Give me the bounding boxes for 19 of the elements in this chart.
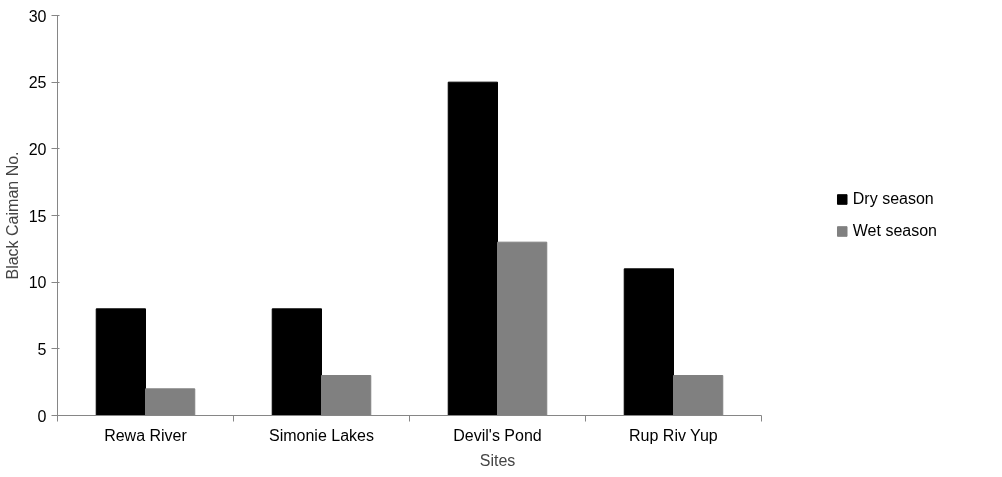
x-tick-label: Simonie Lakes — [269, 426, 374, 444]
y-tick-label: 0 — [37, 407, 47, 425]
y-tick-label: 25 — [28, 74, 47, 92]
y-tick-label: 10 — [28, 274, 47, 292]
y-tick-label: 20 — [28, 140, 47, 158]
y-tick-label: 15 — [28, 207, 47, 225]
y-tick-label: 5 — [37, 340, 47, 358]
x-tick-label: Rup Riv Yup — [629, 426, 718, 444]
bar — [95, 308, 146, 416]
y-tick-label: 30 — [28, 7, 47, 25]
x-tick-label: Rewa River — [104, 426, 188, 444]
legend-label: Dry season — [852, 190, 934, 208]
x-axis-title: Sites — [479, 451, 516, 469]
bar — [447, 81, 498, 416]
y-axis-title: Black Caiman No. — [3, 151, 21, 280]
bar — [623, 268, 674, 416]
legend-label: Wet season — [852, 222, 937, 240]
x-tick-label: Devil's Pond — [453, 426, 542, 444]
bar — [271, 308, 322, 416]
